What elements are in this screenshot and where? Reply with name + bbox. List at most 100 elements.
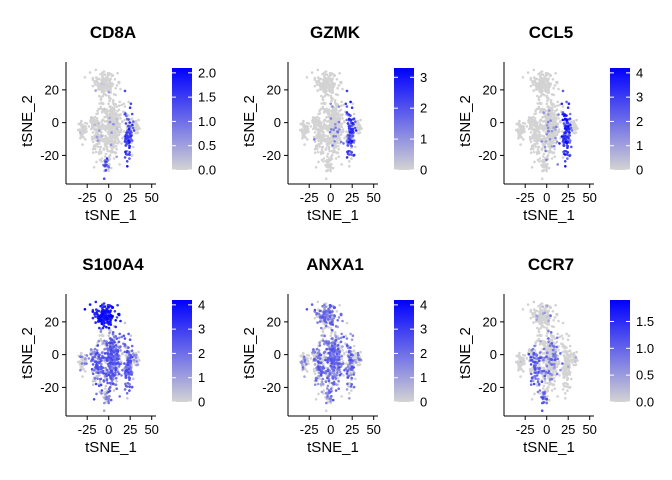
cell-point (340, 163, 344, 166)
cell-point (541, 92, 545, 96)
cell-point (87, 357, 91, 360)
cell-point (543, 75, 546, 79)
cell-point (327, 142, 331, 146)
cell-point (119, 130, 123, 133)
cell-point (319, 370, 323, 373)
cell-point (319, 373, 323, 376)
cell-point (324, 159, 328, 163)
cell-point (97, 133, 100, 137)
cell-point (552, 144, 556, 148)
cell-point (109, 166, 113, 170)
cell-point (101, 356, 105, 359)
cell-point (338, 350, 341, 354)
cell-point (351, 102, 355, 105)
cell-point (107, 353, 110, 356)
cell-point (106, 149, 109, 153)
cell-point (568, 131, 571, 134)
cell-point (345, 372, 349, 375)
cell-point (301, 363, 304, 367)
cell-point (345, 118, 349, 122)
cell-point (109, 369, 113, 373)
cell-point (347, 160, 351, 163)
cell-point (343, 368, 346, 372)
cell-point (539, 94, 543, 98)
cell-point (112, 135, 116, 138)
cell-point (339, 313, 343, 317)
panel-title: GZMK (310, 23, 361, 42)
cell-point (133, 126, 137, 130)
cell-point (105, 325, 108, 329)
cell-point (114, 103, 117, 106)
cell-point (106, 381, 109, 385)
cell-point (128, 146, 131, 149)
cell-point (118, 125, 122, 129)
cell-point (561, 130, 564, 133)
cell-point (572, 119, 576, 123)
cell-point (319, 136, 322, 139)
cell-point (321, 328, 325, 331)
legend-tick-label: 4 (636, 65, 643, 80)
cell-point (331, 105, 334, 108)
cell-point (91, 76, 95, 80)
cell-point (129, 365, 132, 368)
cell-point (127, 153, 131, 156)
cell-point (350, 383, 354, 386)
cell-point (303, 143, 306, 146)
cell-point (340, 395, 344, 398)
cell-point (340, 354, 344, 358)
cell-point (91, 140, 95, 144)
cell-point (348, 131, 352, 134)
cell-point (80, 351, 83, 355)
cell-point (326, 361, 329, 364)
cell-point (551, 78, 555, 81)
cell-point (131, 123, 134, 127)
cell-point (547, 130, 550, 133)
cell-point (518, 125, 521, 129)
cell-point (328, 79, 332, 82)
cell-point (552, 87, 555, 90)
cell-point (127, 376, 131, 379)
cell-point (351, 334, 355, 338)
cell-point (535, 133, 538, 137)
cell-point (527, 116, 531, 119)
cell-point (570, 145, 573, 149)
cell-point (109, 133, 112, 136)
legend-tick-label: 2 (420, 101, 427, 116)
cell-point (318, 77, 322, 81)
cell-point (128, 151, 131, 154)
cell-point (326, 376, 329, 380)
cell-point (313, 308, 317, 312)
cell-point (127, 140, 131, 143)
cell-point (559, 120, 562, 123)
cell-point (95, 349, 99, 352)
cell-point (329, 364, 333, 368)
cell-point (98, 148, 102, 152)
cell-point (352, 385, 356, 389)
y-tick-label: 20 (45, 82, 59, 97)
cell-point (124, 112, 127, 115)
cell-point (549, 99, 553, 102)
cell-point (110, 131, 113, 134)
cell-point (126, 382, 130, 385)
cell-point (533, 131, 536, 135)
cell-point (545, 132, 549, 136)
cell-point (118, 395, 121, 398)
cell-point (565, 121, 569, 124)
cell-point (113, 78, 117, 81)
cell-point (553, 316, 557, 319)
y-tick-label: 20 (267, 82, 281, 97)
cell-point (540, 159, 544, 163)
cell-point (111, 306, 115, 309)
cell-point (328, 311, 332, 314)
cell-point (107, 326, 111, 330)
cell-point (317, 374, 320, 378)
cell-point (77, 122, 80, 126)
cell-point (82, 367, 85, 371)
cell-point (336, 369, 340, 372)
cell-point (98, 334, 101, 337)
cell-point (329, 72, 332, 75)
legend-tick-label: 2 (420, 346, 427, 361)
cell-point (553, 105, 557, 108)
cell-point (333, 82, 336, 85)
cell-point (100, 362, 103, 366)
